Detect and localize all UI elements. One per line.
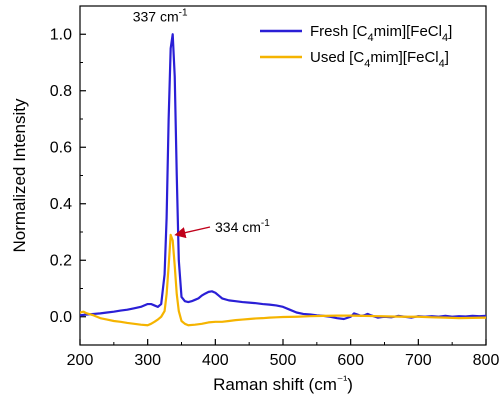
- x-tick-label: 300: [134, 352, 161, 369]
- legend: Fresh [C4mim][FeCl4] Used [C4mim][FeCl4]: [260, 23, 452, 70]
- x-axis-title: Raman shift (cm⁻¹): [213, 373, 353, 394]
- y-tick-label: 0.8: [50, 83, 72, 100]
- x-tick-label: 500: [270, 352, 297, 369]
- x-tick-label: 600: [337, 352, 364, 369]
- y-tick-label: 0.6: [50, 139, 72, 156]
- x-tick-label: 400: [202, 352, 229, 369]
- x-tick-label: 800: [473, 352, 500, 369]
- annotation-arrow-334: [174, 226, 211, 239]
- series-line-fresh: [80, 33, 486, 321]
- y-tick-label: 0.2: [50, 252, 72, 269]
- tick-labels: 200 300 400 500 600 700 800 0.0 0.2 0.4 0.6 0.8 1.0: [50, 26, 500, 369]
- legend-label-used: Used [C4mim][FeCl4]: [310, 49, 449, 70]
- peak-label-337: 337 cm-1: [133, 7, 188, 24]
- tick-marks: [79, 5, 487, 345]
- x-tick-label: 700: [405, 352, 432, 369]
- series-lines: [80, 33, 486, 327]
- x-tick-label: 200: [67, 352, 94, 369]
- axis-titles: Raman shift (cm⁻¹) Normalized Intensity: [10, 98, 353, 394]
- y-tick-label: 1.0: [50, 26, 72, 43]
- y-tick-label: 0.4: [50, 196, 72, 213]
- series-line-used: [80, 233, 486, 327]
- y-tick-label: 0.0: [50, 309, 72, 326]
- annotations: 337 cm-1 334 cm-1: [133, 7, 270, 239]
- y-axis-title: Normalized Intensity: [10, 98, 29, 253]
- peak-label-334: 334 cm-1: [215, 218, 270, 235]
- legend-label-fresh: Fresh [C4mim][FeCl4]: [310, 23, 452, 44]
